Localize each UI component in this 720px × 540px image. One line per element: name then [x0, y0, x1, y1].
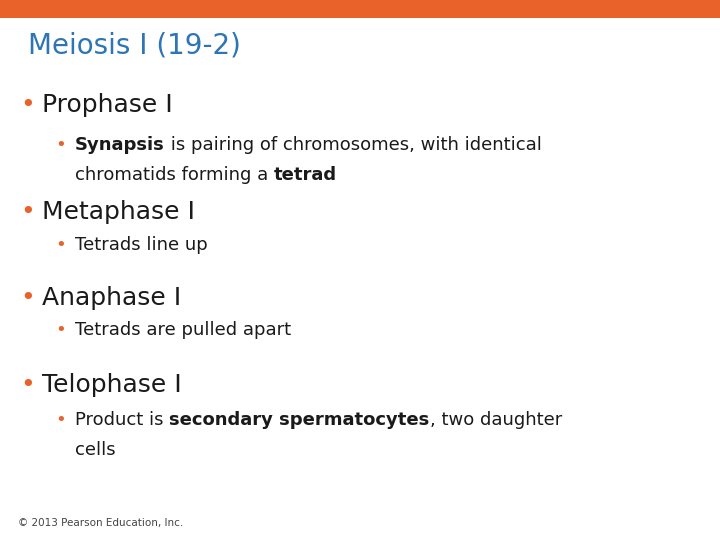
Text: Anaphase I: Anaphase I: [42, 286, 181, 310]
Text: •: •: [55, 236, 66, 254]
Text: •: •: [55, 321, 66, 339]
Text: chromatids forming a: chromatids forming a: [75, 166, 274, 184]
Text: Tetrads are pulled apart: Tetrads are pulled apart: [75, 321, 291, 339]
Text: secondary spermatocytes: secondary spermatocytes: [169, 411, 430, 429]
Text: cells: cells: [75, 441, 116, 459]
Text: •: •: [20, 200, 35, 224]
Text: Prophase I: Prophase I: [42, 93, 173, 117]
Text: •: •: [20, 373, 35, 397]
Text: •: •: [55, 136, 66, 154]
Bar: [0, 0, 720, 18]
Text: Synapsis: Synapsis: [75, 136, 165, 154]
Text: © 2013 Pearson Education, Inc.: © 2013 Pearson Education, Inc.: [18, 518, 184, 528]
Text: Metaphase I: Metaphase I: [42, 200, 195, 224]
Text: Product is: Product is: [75, 411, 169, 429]
Text: Tetrads line up: Tetrads line up: [75, 236, 208, 254]
Text: Telophase I: Telophase I: [42, 373, 181, 397]
Text: tetrad: tetrad: [274, 166, 337, 184]
Text: •: •: [20, 93, 35, 117]
Text: •: •: [55, 411, 66, 429]
Text: Meiosis I (19-2): Meiosis I (19-2): [28, 32, 241, 60]
Text: is pairing of chromosomes, with identical: is pairing of chromosomes, with identica…: [165, 136, 541, 154]
Text: , two daughter: , two daughter: [430, 411, 562, 429]
Text: •: •: [20, 286, 35, 310]
